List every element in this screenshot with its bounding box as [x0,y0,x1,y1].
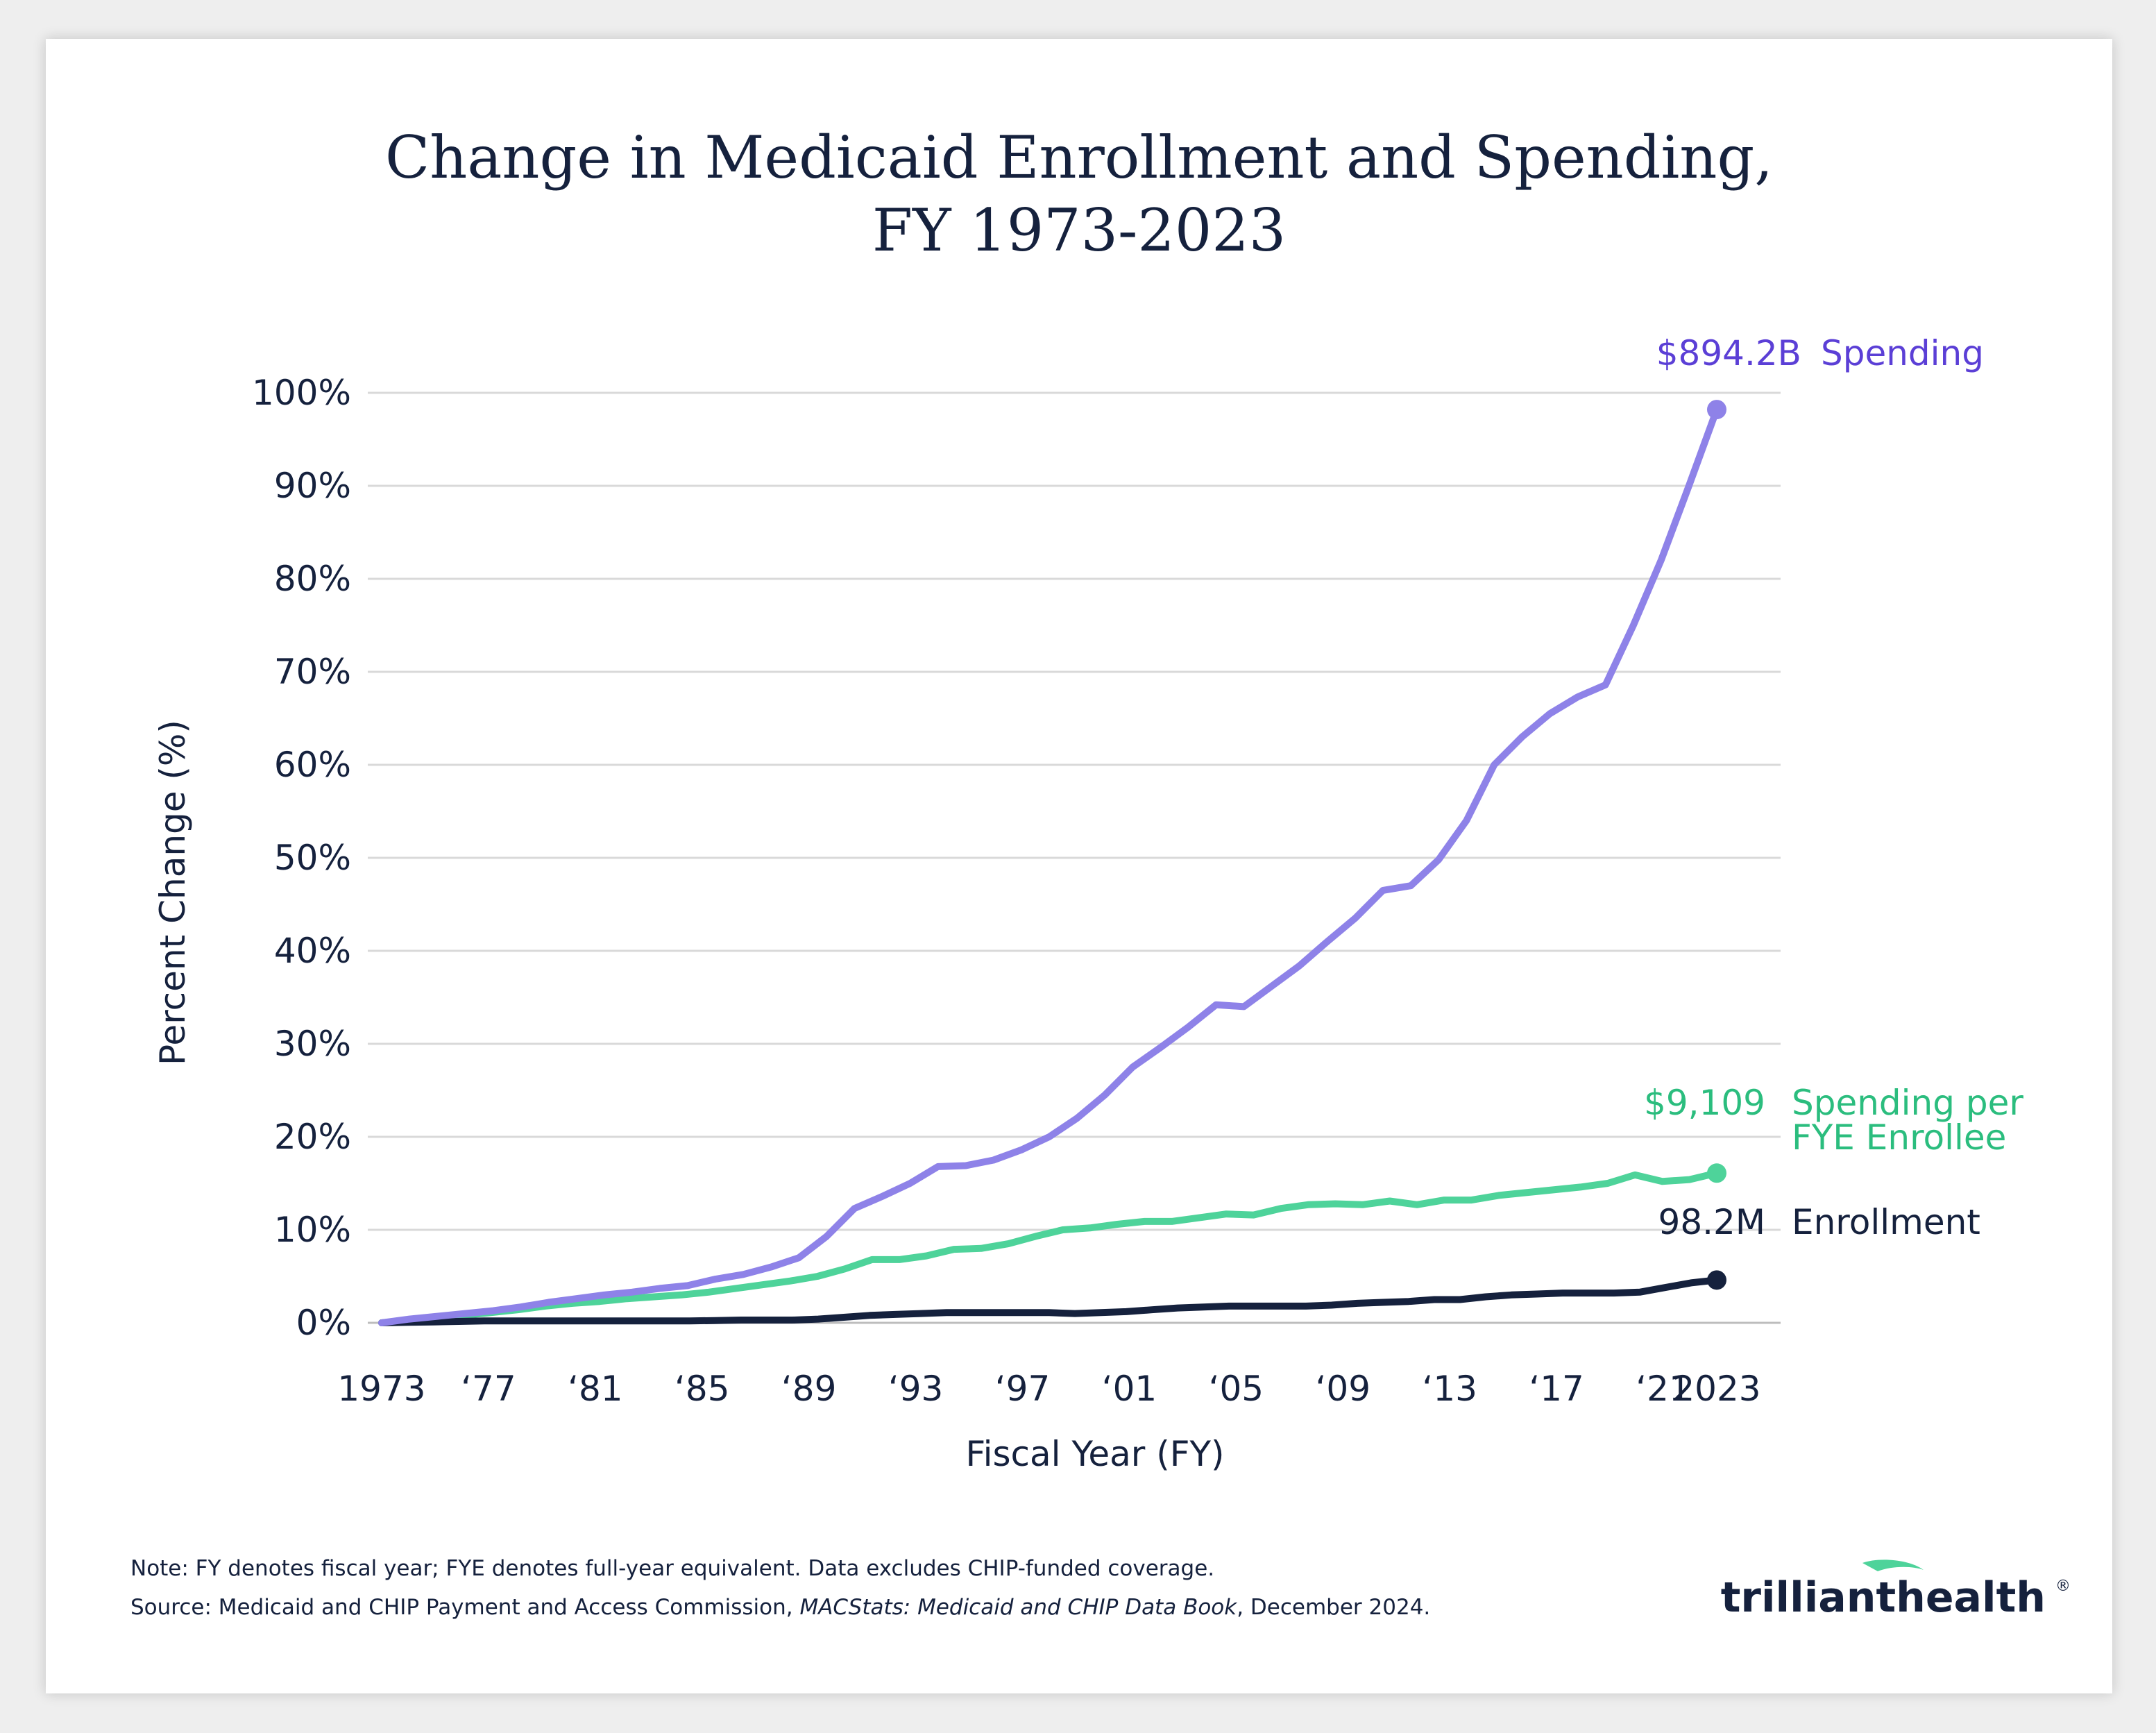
y-tick-label: 60% [274,745,351,785]
x-axis-label: Fiscal Year (FY) [965,1434,1224,1474]
y-tick-label: 50% [274,838,351,878]
end-value-label: $894.2B [1656,333,1801,373]
y-axis-label: Percent Change (%) [153,720,193,1065]
x-tick-label: ‘01 [1102,1369,1157,1409]
x-tick-label: ‘09 [1316,1369,1371,1409]
x-tick-label: ‘85 [674,1369,730,1409]
series-end-point [1707,400,1726,420]
end-value-label: $9,109 [1644,1083,1765,1123]
x-tick-label: ‘81 [568,1369,623,1409]
logo-swoosh-icon [1862,1559,1924,1571]
y-tick-label: 80% [274,559,351,599]
y-tick-label: 100% [252,373,351,413]
chart-title-line2: FY 1973-2023 [872,196,1286,264]
x-axis-ticks: 1973 ‘77 ‘81 ‘85 ‘89 ‘93 ‘97 ‘01 ‘05 ‘09 ‘13 ‘17 ‘21… [337,1369,1760,1409]
x-tick-label: ‘77 [461,1369,516,1409]
y-tick-label: 20% [274,1117,351,1157]
series-lines [378,400,1726,1326]
end-series-name: FYE Enrollee [1792,1117,2006,1158]
series-end-point [1707,1270,1726,1290]
x-tick-label: ‘93 [888,1369,944,1409]
x-tick-label: ‘17 [1529,1369,1584,1409]
logo-registered-mark: ® [2055,1578,2071,1595]
end-series-name: Enrollment [1792,1202,1980,1242]
footer-note: Note: FY denotes fiscal year; FYE denote… [130,1556,1214,1581]
chart-svg: Change in Medicaid Enrollment and Spendi… [130,124,2071,1622]
end-series-name: Spending [1821,333,1984,373]
y-axis-ticks: 0% 10% 20% 30% 40% 50% 60% 70% 80% 90% 100% [252,373,351,1343]
logo-part1: trilliant [1721,1573,1896,1622]
chart-card: Change in Medicaid Enrollment and Spendi… [46,39,2112,1693]
logo-text: trillianthealth [1721,1573,2046,1622]
footer-source-title: MACStats: Medicaid and CHIP Data Book [799,1595,1237,1620]
x-tick-label: ‘05 [1209,1369,1264,1409]
series-end-point [1707,1163,1726,1183]
x-tick-label: 1973 [337,1369,425,1409]
trilliant-health-logo: trillianthealth ® [1721,1559,2071,1622]
end-series-name: Spending per [1792,1083,2023,1123]
series-line-spending [378,406,1720,1326]
y-tick-label: 30% [274,1024,351,1064]
logo-part2: health [1896,1573,2046,1622]
series-line-enrollment [378,1276,1720,1326]
x-tick-label: ‘97 [995,1369,1051,1409]
series-line-spending-per-fye-enrollee [378,1169,1720,1326]
y-tick-label: 0% [296,1303,351,1343]
gridlines [368,391,1781,1324]
chart-title-line1: Change in Medicaid Enrollment and Spendi… [385,124,1773,192]
y-tick-label: 70% [274,652,351,692]
footer-source-suffix: , December 2024. [1237,1595,1430,1620]
footer-source-prefix: Source: Medicaid and CHIP Payment and Ac… [130,1595,799,1620]
x-tick-label: ‘13 [1422,1369,1477,1409]
y-tick-label: 10% [274,1210,351,1250]
y-tick-label: 90% [274,466,351,506]
x-tick-label: ‘21 [1636,1369,1691,1409]
y-tick-label: 40% [274,931,351,971]
end-value-label: 98.2M [1658,1202,1765,1242]
footer-source: Source: Medicaid and CHIP Payment and Ac… [130,1595,1430,1620]
x-tick-label: 2023 [1672,1369,1760,1409]
x-tick-label: ‘89 [781,1369,837,1409]
